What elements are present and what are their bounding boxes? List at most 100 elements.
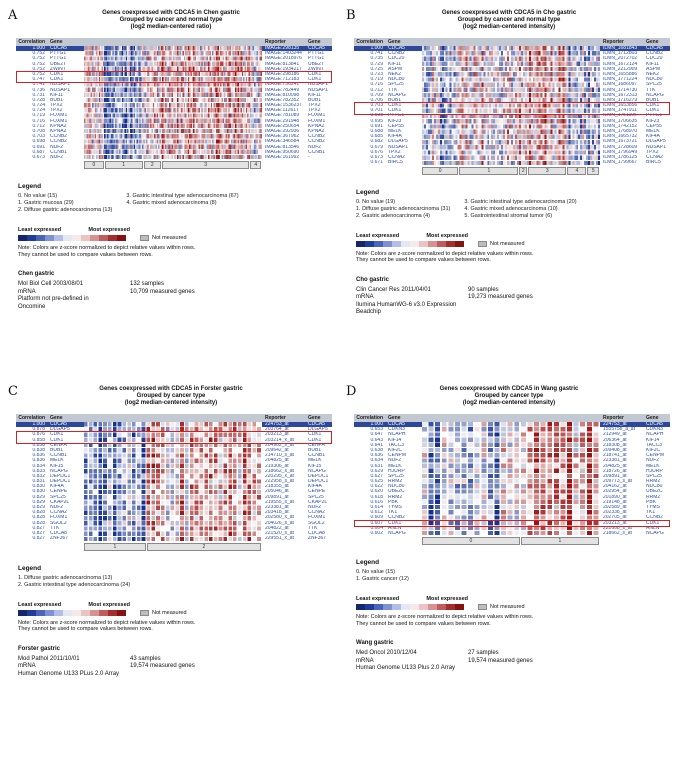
- gene-symbol: CCNB2: [388, 515, 405, 521]
- reporter-id: 209891_at: [265, 494, 289, 500]
- dataset-value: [468, 309, 674, 317]
- gene-symbol: CKAP2L: [50, 499, 70, 505]
- gene-symbol: RRM2: [388, 494, 403, 500]
- gene-row: 1.000 CDCA5 224753_at CDCA5: [16, 422, 332, 428]
- correlation-value: 0.614: [370, 505, 383, 510]
- least-expressed-label: Least expressed: [356, 596, 400, 603]
- gene-symbol: CDK1: [646, 108, 660, 114]
- coexpression-heatmap: Correlation Gene Reporter Gene 1.000 CDCA5 224…: [354, 414, 670, 546]
- gene-row: 0.725 ASPM ILMN_2212909 ASPM: [354, 67, 670, 72]
- reporter-id: 204162_at: [603, 484, 627, 490]
- gene-symbol: ZWINT: [308, 66, 324, 72]
- correlation-value: 0.616: [370, 499, 383, 505]
- gene-symbol: NUSAP1: [50, 87, 71, 93]
- header-cell: Gene: [308, 415, 321, 421]
- gene-row: 0.827 CDCA8 221520_s_at CDCA8: [16, 531, 332, 536]
- gene-row: 1.000 CDCA5 224753_at CDCA5: [354, 422, 670, 428]
- reporter-id: IMAGE:782449: [265, 87, 300, 93]
- reporter-id: 204825_at: [265, 458, 289, 464]
- correlation-value: 0.706: [370, 97, 383, 103]
- heatmap-table-header: Correlation Gene Reporter Gene: [16, 38, 332, 46]
- gene-symbol: ANLN: [646, 525, 660, 531]
- correlation-value: 0.631: [370, 463, 383, 469]
- gene-symbol: SPC25: [646, 82, 662, 88]
- correlation-value: 0.827: [32, 530, 45, 536]
- gene-symbol: CDCA5: [48, 46, 84, 52]
- gene-symbol: CENPA: [50, 442, 67, 448]
- gene-row: 0.828 SGOL2 204026_s_at SGOL2: [16, 521, 332, 526]
- dataset-value: 132 samples: [130, 281, 165, 288]
- reporter-id: ILMN_1673721: [603, 139, 638, 145]
- scale-step: [81, 609, 90, 616]
- gene-symbol: FOXM1: [50, 118, 68, 124]
- reporter-id: IMAGE:756241: [265, 82, 300, 88]
- gene-row: 0.829 CKAP2L 219555_s_at CKAP2L: [16, 500, 332, 505]
- gene-symbol: ANLN: [388, 525, 402, 531]
- correlation-value: 0.602: [370, 530, 383, 536]
- title-line: (log2 median-centered intensity): [462, 400, 556, 406]
- correlation-value: 0.641: [370, 442, 383, 448]
- gene-symbol: CDCA5: [386, 46, 422, 52]
- reporter-id: 202705_at: [603, 515, 627, 521]
- coexpression-heatmap: Correlation Gene Reporter Gene 1.000 CDCA5 IMA…: [16, 38, 332, 170]
- dataset-name: Wang gastric: [356, 640, 394, 647]
- dataset-info: Chen gastric Mol Biol Cell 2003/08/01 132…: [18, 271, 338, 311]
- reporter-id: 218662_s_at: [265, 468, 294, 474]
- gene-symbol: PTTG1: [646, 113, 663, 119]
- title-line: (log2 median-centered intensity): [124, 400, 218, 406]
- coexpression-heatmap: Correlation Gene Reporter Gene 1.000 CDCA5 ILM…: [354, 38, 670, 175]
- reporter-id: 203213_at: [265, 432, 289, 438]
- gene-symbol: BUB1: [308, 97, 322, 103]
- legend-section: Legend 0. No value (15) 1. Gastric mucosa…: [18, 183, 338, 214]
- reporter-id: 202589_at: [603, 505, 627, 510]
- gene-row: 0.731 KIF11 IMAGE:810098 KIF11: [16, 93, 332, 98]
- gene-row: 0.735 CDC20 ILMN_2072702 CDC20: [354, 56, 670, 61]
- gene-symbol: CDCA5: [386, 422, 422, 428]
- reporter-id: IMAGE:1536237: [265, 103, 302, 109]
- gene-symbol: KIF11: [308, 92, 321, 98]
- gene-symbol: NDC80: [388, 77, 405, 83]
- header-cell: Gene: [308, 39, 321, 45]
- dataset-row: Ilumina HumanWG-6 v3.0 Expression: [356, 302, 674, 310]
- gene-row: 0.643 KIF14 206364_at KIF14: [354, 438, 670, 443]
- gene-row: 0.724 TPX2 IMAGE:112617 TPX2: [16, 108, 332, 113]
- dataset-row: Oncomine: [18, 304, 338, 312]
- gene-row: 0.673 CCNA2 ILMN_1786125 CCNA2: [354, 155, 670, 160]
- gene-row: 0.609 CCNB2 202705_at CCNB2: [354, 515, 670, 520]
- correlation-value: 1.000: [16, 422, 48, 428]
- gene-symbol: ZNF367: [308, 536, 327, 542]
- gene-symbol: MELK: [646, 129, 660, 134]
- reporter-id: ILMN_1714730: [603, 87, 638, 93]
- correlation-value: 0.695: [370, 118, 383, 124]
- gene-symbol: MELK: [646, 463, 660, 469]
- reporter-id: IMAGE:781089: [265, 113, 300, 119]
- correlation-value: 0.703: [32, 134, 45, 140]
- gene-row: 0.876 CDK1 203213_at CDK1: [16, 432, 332, 437]
- correlation-value: 0.712: [32, 123, 45, 129]
- legend-item: 3. Gastric intestinal type adenocarcinom…: [126, 193, 239, 200]
- gene-symbol: TTK: [646, 87, 656, 93]
- gene-symbol: TYMS: [388, 505, 402, 510]
- gene-symbol: CDCA5: [644, 422, 670, 428]
- gene-row: 0.829 NUF2 223381_at NUF2: [16, 505, 332, 510]
- scale-bar: Not measured: [356, 604, 674, 611]
- reporter-id: 209773_s_at: [603, 479, 632, 485]
- reporter-id: IMAGE:712183: [265, 77, 300, 83]
- gene-symbol: CKAP2L: [308, 499, 328, 505]
- scale-step: [117, 609, 126, 616]
- reporter-id: 214710_s_at: [265, 453, 294, 459]
- correlation-value: 0.828: [32, 510, 45, 516]
- gene-symbol: TPX2: [388, 149, 401, 155]
- scale-labels: Least expressed Most expressed: [18, 602, 130, 608]
- gene-symbol: MELK: [308, 458, 322, 464]
- header-cell: Reporter: [265, 415, 286, 421]
- gene-row: 0.638 KIF2C 209408_at KIF2C: [354, 448, 670, 453]
- gene-symbol: KIF14: [388, 437, 402, 443]
- correlation-value: 0.682: [370, 139, 383, 145]
- gene-symbol: UBE2C: [388, 489, 405, 495]
- most-expressed-label: Most expressed: [426, 232, 468, 239]
- dataset-value: [130, 296, 338, 304]
- gene-symbol: DEPDC1: [308, 473, 329, 479]
- gene-symbol: MELK: [388, 463, 402, 469]
